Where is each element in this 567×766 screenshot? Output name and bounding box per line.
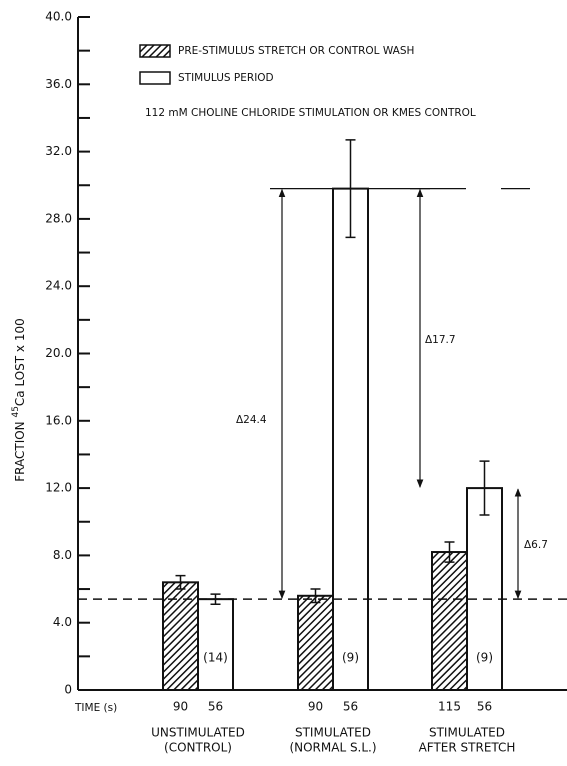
time-label: 90	[173, 700, 188, 714]
bar	[297, 594, 334, 692]
bar	[332, 187, 369, 692]
y-tick-label: 24.0	[45, 279, 72, 293]
n-label: (14)	[203, 651, 228, 665]
note: 112 mM CHOLINE CHLORIDE STIMULATION OR K…	[145, 107, 476, 119]
delta-label: Δ17.7	[425, 334, 456, 346]
bar	[466, 487, 503, 691]
y-tick-label: 20.0	[45, 346, 72, 360]
y-tick-label: 8.0	[53, 548, 72, 562]
error-bar	[175, 574, 186, 590]
delta-label: Δ24.4	[236, 414, 267, 426]
error-bar	[345, 139, 356, 239]
bar	[431, 551, 468, 691]
category-label: (CONTROL)	[164, 741, 232, 755]
time-label: 90	[308, 700, 323, 714]
category-label: AFTER STRETCH	[419, 741, 516, 755]
y-tick-label: 16.0	[45, 413, 72, 427]
time-label: 56	[477, 700, 492, 714]
error-bar	[444, 541, 455, 563]
category-label: UNSTIMULATED	[151, 726, 245, 740]
error-bar	[479, 460, 490, 516]
legend-label: PRE-STIMULUS STRETCH OR CONTROL WASH	[178, 45, 414, 57]
y-tick-label: 32.0	[45, 144, 72, 158]
n-label: (9)	[476, 651, 493, 665]
x-axis-label: TIME (s)	[74, 702, 117, 714]
legend-swatch	[139, 44, 171, 58]
time-label: 56	[208, 700, 223, 714]
category-label: (NORMAL S.L.)	[289, 741, 376, 755]
error-bar	[310, 588, 321, 604]
legend-swatch	[139, 71, 171, 85]
y-tick-label: 0	[64, 683, 72, 697]
category-label: STIMULATED	[295, 726, 371, 740]
time-label: 56	[343, 700, 358, 714]
n-label: (9)	[342, 651, 359, 665]
time-label: 115	[438, 700, 461, 714]
y-tick-label: 12.0	[45, 481, 72, 495]
y-axis-label: FRACTION 45Ca LOST x 100	[11, 318, 27, 482]
legend-label: STIMULUS PERIOD	[178, 72, 274, 84]
y-tick-label: 28.0	[45, 211, 72, 225]
y-tick-label: 36.0	[45, 77, 72, 91]
y-tick-label: 4.0	[53, 615, 72, 629]
y-tick-label: 40.0	[45, 10, 72, 24]
bar	[162, 581, 199, 692]
category-label: STIMULATED	[429, 726, 505, 740]
delta-label: Δ6.7	[524, 539, 548, 551]
bar	[197, 598, 234, 692]
